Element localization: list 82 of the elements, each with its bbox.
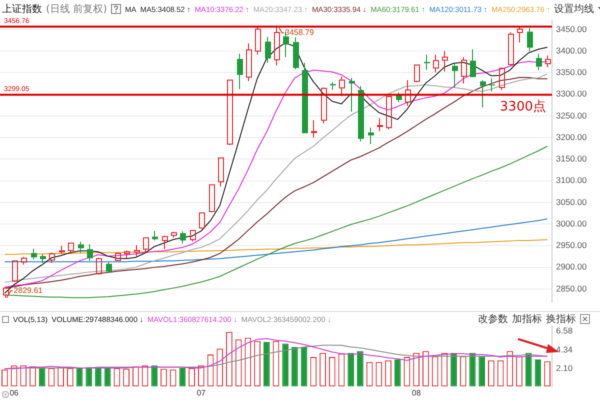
bar [282, 344, 289, 386]
chart-subtitle: (日线 前复权) [46, 2, 107, 16]
bar [38, 368, 46, 386]
candlestick [536, 53, 542, 71]
candlestick [180, 230, 186, 244]
bar [450, 352, 457, 386]
bar [478, 356, 486, 386]
candlestick [218, 157, 224, 187]
candlestick [106, 262, 112, 273]
text: 设置均线 [554, 2, 594, 16]
candlestick [311, 120, 317, 138]
y-tick-label: 3400.00 [556, 45, 587, 56]
candlestick [368, 127, 374, 145]
bar [534, 360, 542, 386]
candlestick [452, 62, 458, 88]
candlestick [377, 118, 383, 132]
y-tick-label: 3350.00 [556, 67, 587, 78]
bar [151, 365, 158, 386]
candlestick [78, 241, 84, 254]
bar [348, 352, 354, 386]
candlestick [87, 244, 93, 262]
y-tick-label: 3000.00 [556, 218, 587, 228]
bar [394, 360, 401, 386]
candlestick [349, 77, 355, 112]
bar [86, 367, 92, 386]
candlestick [293, 36, 299, 70]
candlestick [405, 80, 411, 107]
candlestick [461, 56, 467, 84]
bar [95, 367, 102, 386]
candlestick [545, 54, 551, 68]
candlestick [40, 254, 46, 264]
bar [179, 368, 186, 386]
text: 换指标 [546, 312, 576, 326]
y-tick-label: 3250.00 [556, 110, 587, 120]
y-tick-label: 4.34 [556, 344, 573, 354]
y-tick-label: 3050.00 [556, 196, 587, 207]
bar [357, 351, 364, 386]
y-tick-label: 3450.00 [556, 24, 587, 34]
candlestick [302, 62, 308, 134]
annotation: 2829.61 [14, 286, 44, 295]
y-tick-label: 3300.00 [556, 88, 587, 99]
bar [104, 367, 111, 386]
y-tick-label: 3200.00 [556, 132, 587, 142]
bar [76, 368, 83, 386]
candlestick [480, 80, 486, 108]
candlestick [265, 36, 271, 64]
bar [525, 352, 532, 386]
y-tick-label: 3100.00 [556, 175, 587, 186]
y-tick-label: 2.10 [556, 363, 573, 374]
candlestick [246, 42, 252, 82]
annotation: 3458.79 [285, 28, 314, 37]
x-tick-label: 08 [412, 388, 422, 398]
candlestick [162, 235, 168, 250]
candlestick [527, 28, 533, 52]
candlestick [274, 25, 280, 66]
x-tick-label: 06 [10, 388, 20, 398]
candlestick [442, 50, 448, 72]
bar [292, 346, 298, 386]
chart-title: 上证指数 [2, 2, 42, 16]
y-tick-label: 2850.00 [556, 283, 587, 294]
x-tick-label: 07 [196, 388, 206, 398]
candlestick [134, 244, 140, 257]
candlestick [517, 26, 523, 43]
y-tick-label: 2950.00 [556, 240, 587, 250]
candlestick [358, 86, 364, 142]
y-tick-label: 3150.00 [556, 154, 587, 164]
y-tick-label: 2900.00 [556, 262, 587, 272]
candlestick [489, 78, 495, 92]
text: 改参数 [478, 312, 508, 326]
candlestick [152, 230, 158, 242]
candlestick [31, 248, 37, 260]
annotation: 3300点 [500, 100, 546, 115]
y-tick-label: 6.58 [556, 326, 573, 336]
candlestick [199, 212, 205, 228]
text: 加指标 [512, 312, 542, 326]
bar [263, 342, 270, 386]
candlestick [59, 245, 65, 254]
candlestick [433, 54, 439, 73]
candlestick [237, 53, 243, 90]
candlestick [470, 48, 476, 78]
candlestick [330, 82, 336, 91]
bar [300, 346, 308, 386]
